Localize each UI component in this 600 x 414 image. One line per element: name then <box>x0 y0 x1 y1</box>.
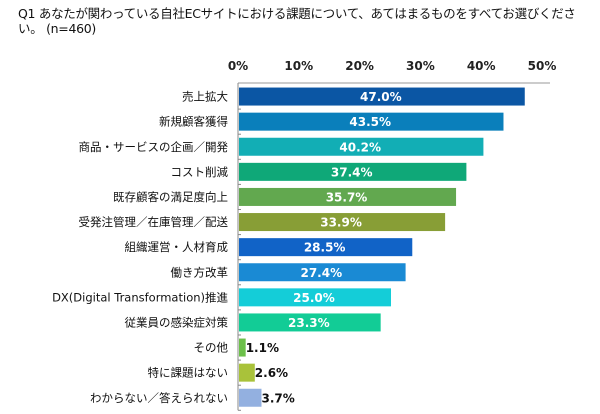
data-label: 40.2% <box>339 140 381 154</box>
data-label: 3.7% <box>261 391 294 405</box>
bar <box>239 313 381 332</box>
data-label: 28.5% <box>304 241 346 255</box>
data-label: 35.7% <box>326 190 368 204</box>
category-label: 売上拡大 <box>182 90 228 104</box>
category-label: コスト削減 <box>171 165 229 179</box>
x-tick-label: 30% <box>406 59 435 73</box>
x-tick-label: 0% <box>228 59 248 73</box>
data-label: 37.4% <box>331 165 373 179</box>
x-tick-label: 10% <box>284 59 313 73</box>
bar <box>239 137 484 156</box>
bar <box>239 213 446 232</box>
bar <box>239 87 525 106</box>
data-label: 1.1% <box>246 341 279 355</box>
category-label: 新規顧客獲得 <box>159 115 228 129</box>
category-label: 特に課題はない <box>148 366 229 380</box>
bar <box>239 388 262 407</box>
data-label: 47.0% <box>360 90 402 104</box>
bar <box>239 187 457 206</box>
bar <box>239 363 255 382</box>
bar <box>239 112 504 131</box>
x-tick-label: 40% <box>467 59 496 73</box>
bar <box>239 162 467 181</box>
data-label: 33.9% <box>320 216 362 230</box>
category-label: わからない／答えられない <box>90 391 228 405</box>
category-label: 受発注管理／在庫管理／配送 <box>79 215 229 229</box>
category-label: DX(Digital Transformation)推進 <box>52 290 228 304</box>
category-label: 従業員の感染症対策 <box>125 315 229 329</box>
x-tick-label: 20% <box>345 59 374 73</box>
bar <box>239 263 406 282</box>
data-label: 27.4% <box>300 266 342 280</box>
x-tick-label: 50% <box>528 59 557 73</box>
category-label: その他 <box>194 341 229 355</box>
category-label: 既存顧客の満足度向上 <box>113 190 228 204</box>
chart-title: Q1 あなたが関わっている自社ECサイトにおける課題について、あてはまるものをす… <box>18 6 576 36</box>
category-label: 組織運営・人材育成 <box>125 240 229 254</box>
data-label: 25.0% <box>293 291 335 305</box>
bar <box>239 288 391 307</box>
data-label: 23.3% <box>288 316 330 330</box>
category-label: 働き方改革 <box>171 265 229 279</box>
data-label: 2.6% <box>255 366 288 380</box>
bar <box>239 238 413 257</box>
data-label: 43.5% <box>349 115 391 129</box>
bar <box>239 338 246 357</box>
category-label: 商品・サービスの企画／開発 <box>79 140 229 154</box>
